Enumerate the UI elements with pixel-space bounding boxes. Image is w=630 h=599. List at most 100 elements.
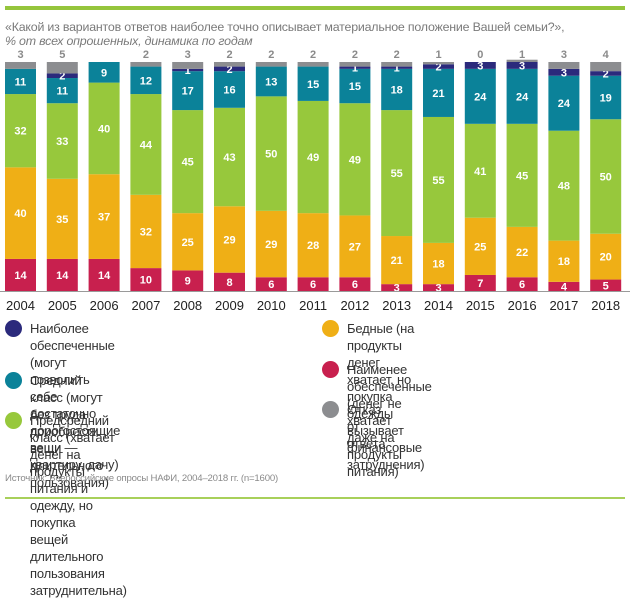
bar-segment-least-2016 [506, 277, 538, 291]
bar-segment-least-2008 [172, 270, 204, 291]
x-tick-label-2009: 2009 [215, 298, 244, 313]
bar-segment-refusal-2010 [255, 62, 287, 67]
segment-label-most-2016: 3 [519, 60, 525, 72]
segment-label-poor-2004: 40 [14, 208, 26, 220]
top-accent-rule [5, 6, 625, 10]
bar-segment-premiddle-2017 [548, 130, 580, 241]
bar-segment-least-2007 [130, 268, 162, 291]
bar-segment-least-2012 [339, 277, 371, 291]
refusal-label-2004: 3 [17, 49, 23, 61]
segment-label-least-2009: 8 [226, 277, 232, 289]
segment-label-poor-2015: 25 [474, 241, 486, 253]
legend-swatch-poor-icon [322, 320, 339, 337]
bar-segment-refusal-2014 [423, 62, 454, 65]
segment-label-middle-2010: 13 [265, 76, 277, 88]
bar-segment-most-2012 [339, 66, 371, 69]
refusal-label-2007: 2 [143, 49, 149, 61]
segment-label-middle-2006: 9 [101, 67, 107, 79]
bar-segment-least-2004 [5, 258, 36, 291]
segment-label-poor-2009: 29 [223, 234, 235, 246]
bar-segment-middle-2004 [5, 68, 36, 95]
segment-label-premiddle-2009: 43 [223, 152, 235, 164]
segment-label-poor-2016: 22 [516, 247, 528, 259]
refusal-label-2009: 2 [226, 49, 232, 61]
x-tick-label-2004: 2004 [6, 298, 35, 313]
bar-segment-middle-2008 [172, 71, 204, 111]
bar-segment-poor-2010 [255, 210, 287, 278]
x-tick-label-2007: 2007 [131, 298, 160, 313]
bar-segment-most-2014 [423, 64, 454, 69]
bar-segment-least-2014 [423, 284, 454, 291]
bar-segment-premiddle-2018 [590, 119, 622, 234]
segment-label-least-2018: 5 [603, 280, 609, 292]
segment-label-middle-2018: 19 [600, 92, 612, 104]
legend-swatch-premiddle-icon [5, 412, 22, 429]
refusal-label-2018: 4 [603, 49, 610, 61]
segment-label-poor-2018: 20 [600, 252, 612, 264]
bar-segment-poor-2016 [506, 226, 538, 278]
segment-label-most-2017: 3 [561, 67, 567, 79]
refusal-label-2012: 2 [352, 49, 358, 61]
segment-label-middle-2004: 11 [15, 76, 27, 88]
refusal-label-2011: 2 [310, 49, 316, 61]
bar-segment-middle-2009 [214, 71, 245, 108]
bar-segment-refusal-2004 [5, 62, 36, 69]
segment-label-least-2014: 3 [435, 283, 441, 295]
segment-label-premiddle-2013: 55 [391, 168, 403, 180]
bar-segment-most-2008 [172, 68, 204, 72]
segment-label-least-2016: 6 [519, 279, 525, 291]
segment-label-poor-2007: 32 [140, 226, 152, 238]
bar-segment-poor-2012 [339, 215, 371, 278]
bar-segment-premiddle-2016 [506, 123, 538, 227]
segment-label-middle-2008: 17 [182, 86, 194, 98]
x-tick-label-2013: 2013 [382, 298, 411, 313]
segment-label-most-2013: 1 [394, 63, 400, 75]
bar-segment-middle-2017 [548, 75, 580, 131]
bar-segment-premiddle-2015 [464, 123, 496, 218]
segment-label-least-2017: 4 [561, 281, 568, 293]
bar-segment-least-2013 [381, 284, 413, 291]
segment-label-middle-2007: 12 [140, 75, 152, 87]
refusal-label-2014: 1 [435, 49, 441, 61]
legend-label-premiddle: Предсредний класс (хватает денег на прод… [30, 413, 127, 598]
bar-segment-poor-2014 [423, 242, 454, 285]
legend-label-middle: Средний класс (могут без труда приобрест… [30, 373, 109, 490]
bar-segment-poor-2011 [297, 213, 329, 278]
segment-label-most-2008: 1 [185, 65, 191, 77]
bar-segment-refusal-2009 [214, 62, 245, 67]
x-tick-label-2018: 2018 [591, 298, 620, 313]
bar-segment-most-2009 [214, 66, 245, 72]
segment-label-least-2010: 6 [268, 279, 274, 291]
bar-segment-most-2016 [506, 62, 538, 69]
segment-label-least-2013: 3 [394, 283, 400, 295]
segment-label-premiddle-2015: 41 [474, 166, 486, 178]
segment-label-premiddle-2008: 45 [182, 157, 194, 169]
legend-label-most: Наиболее обеспеченные (могут позволить с… [30, 321, 121, 472]
refusal-label-2010: 2 [268, 49, 274, 61]
chart-subtitle: % от всех опрошенных, динамика по годам [5, 34, 253, 48]
stacked-bar-chart: 1440321131435331125143740910324412292545… [0, 49, 630, 313]
x-tick-label-2012: 2012 [340, 298, 369, 313]
bar-segment-middle-2010 [255, 66, 287, 97]
bar-segment-least-2005 [46, 258, 78, 291]
bar-segment-middle-2018 [590, 75, 622, 120]
segment-label-most-2012: 1 [352, 63, 358, 75]
segment-label-middle-2013: 18 [391, 84, 403, 96]
bar-segment-poor-2009 [214, 206, 245, 273]
segment-label-middle-2017: 24 [558, 98, 571, 110]
segment-label-least-2007: 10 [140, 275, 152, 287]
bar-segment-premiddle-2010 [255, 96, 287, 211]
x-tick-label-2006: 2006 [90, 298, 119, 313]
segment-label-most-2009: 2 [226, 64, 232, 76]
bar-segment-refusal-2005 [46, 62, 78, 74]
segment-label-poor-2017: 18 [558, 256, 570, 268]
segment-label-premiddle-2005: 33 [56, 136, 68, 148]
segment-label-middle-2009: 16 [223, 84, 235, 96]
bar-segment-premiddle-2004 [5, 94, 36, 168]
segment-label-middle-2015: 24 [474, 91, 487, 103]
segment-label-premiddle-2011: 49 [307, 152, 319, 164]
segment-label-most-2015: 3 [477, 60, 483, 72]
bar-segment-premiddle-2008 [172, 110, 204, 214]
segment-label-premiddle-2004: 32 [14, 126, 26, 138]
segment-label-least-2008: 9 [185, 276, 191, 288]
